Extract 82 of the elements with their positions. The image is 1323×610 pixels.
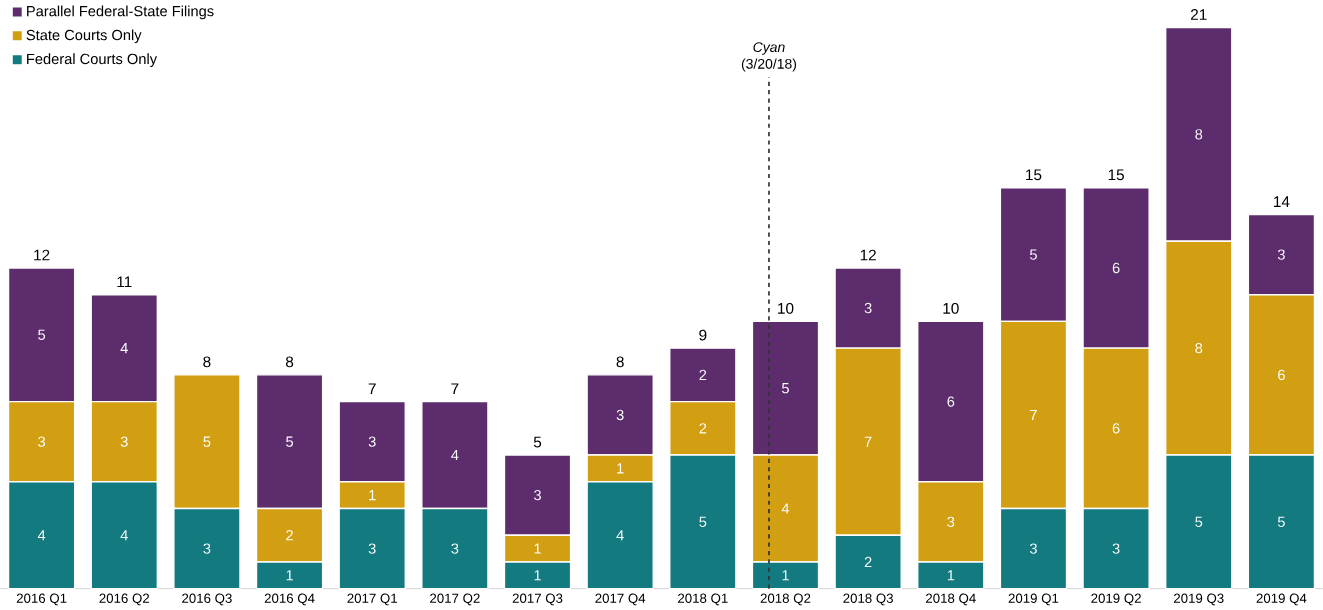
data-label: 1 [369, 490, 376, 501]
data-label: 3 [368, 543, 376, 554]
data-label: 1 [286, 570, 293, 581]
data-label: 1 [782, 570, 789, 581]
data-label: 3 [616, 409, 624, 421]
data-label: 1 [534, 543, 541, 554]
data-label: 5 [203, 436, 211, 447]
x-tick-label: 2019 Q2 [1091, 593, 1141, 606]
data-label: 3 [864, 302, 872, 314]
x-tick-label: 2016 Q4 [264, 593, 315, 606]
data-label: 4 [37, 530, 46, 541]
total-label: 10 [943, 302, 959, 314]
data-label: 6 [947, 396, 955, 407]
data-label: 2 [864, 556, 872, 568]
data-label: 4 [616, 530, 624, 541]
x-tick-label: 2016 Q3 [182, 593, 232, 606]
x-tick-label: 2016 Q2 [99, 593, 150, 606]
total-label: 8 [616, 356, 624, 368]
x-tick-label: 2018 Q2 [760, 593, 811, 606]
total-label: 15 [1026, 169, 1042, 181]
data-label: 6 [1112, 423, 1120, 434]
total-label: 15 [1108, 169, 1124, 181]
data-label: 3 [534, 489, 541, 501]
x-tick-label: 2019 Q1 [1008, 593, 1059, 606]
total-label: 7 [368, 383, 376, 394]
data-label: 1 [947, 570, 955, 581]
data-label: 5 [1029, 249, 1037, 260]
data-label: 3 [38, 436, 46, 447]
ref-line-label: Cyan (3/20/18) [741, 42, 797, 72]
total-label: 12 [34, 249, 50, 261]
x-tick-label: 2019 Q3 [1173, 593, 1224, 606]
data-label: 7 [1030, 409, 1037, 420]
x-tick-label: 2017 Q1 [347, 593, 397, 606]
total-label: 14 [1274, 196, 1290, 207]
data-label: 5 [699, 516, 707, 527]
data-label: 3 [203, 543, 211, 554]
data-label: 4 [120, 530, 128, 541]
data-label: 3 [1277, 249, 1285, 260]
data-label: 2 [699, 423, 707, 434]
x-tick-label: 2019 Q4 [1256, 593, 1307, 606]
data-label: 5 [286, 436, 294, 447]
data-label: 3 [1112, 543, 1120, 554]
data-label: 6 [1278, 369, 1285, 381]
data-label: 2 [699, 369, 707, 380]
data-label: 7 [864, 436, 872, 447]
data-label: 3 [368, 436, 376, 447]
data-label: 2 [286, 530, 293, 541]
x-tick-label: 2017 Q4 [595, 593, 646, 606]
total-label: 5 [533, 436, 542, 448]
data-label: 3 [120, 436, 128, 447]
x-tick-label: 2018 Q3 [843, 593, 893, 606]
total-label: 10 [778, 302, 794, 314]
x-tick-label: 2016 Q1 [16, 593, 67, 606]
total-label: 9 [699, 329, 707, 341]
data-label: 3 [451, 543, 459, 554]
legend-label: Parallel Federal-State Filings [27, 5, 214, 20]
total-label: 8 [203, 356, 211, 368]
data-label: 6 [1112, 262, 1120, 274]
legend-label: State Courts Only [26, 29, 142, 44]
data-label: 4 [451, 450, 459, 461]
data-label: 1 [534, 570, 541, 581]
total-label: 8 [285, 356, 294, 368]
legend-label: Federal Courts Only [27, 53, 158, 68]
data-label: 5 [38, 329, 46, 340]
total-label: 11 [117, 276, 132, 288]
total-label: 7 [451, 383, 459, 394]
data-label: 5 [1277, 516, 1285, 527]
data-label: 1 [617, 463, 624, 474]
total-label: 21 [1190, 9, 1207, 20]
x-tick-label: 2018 Q4 [926, 593, 976, 606]
data-label: 5 [782, 383, 789, 394]
data-label: 8 [1195, 129, 1203, 140]
data-label: 4 [781, 503, 790, 514]
x-tick-label: 2017 Q3 [512, 593, 563, 606]
x-tick-label: 2017 Q2 [430, 593, 480, 606]
data-label: 3 [947, 516, 955, 528]
total-label: 12 [860, 249, 876, 261]
data-label: 8 [1195, 342, 1203, 354]
data-label: 5 [1195, 516, 1203, 527]
x-tick-label: 2018 Q1 [678, 593, 728, 606]
data-label: 4 [120, 343, 128, 354]
data-label: 3 [1029, 543, 1037, 554]
